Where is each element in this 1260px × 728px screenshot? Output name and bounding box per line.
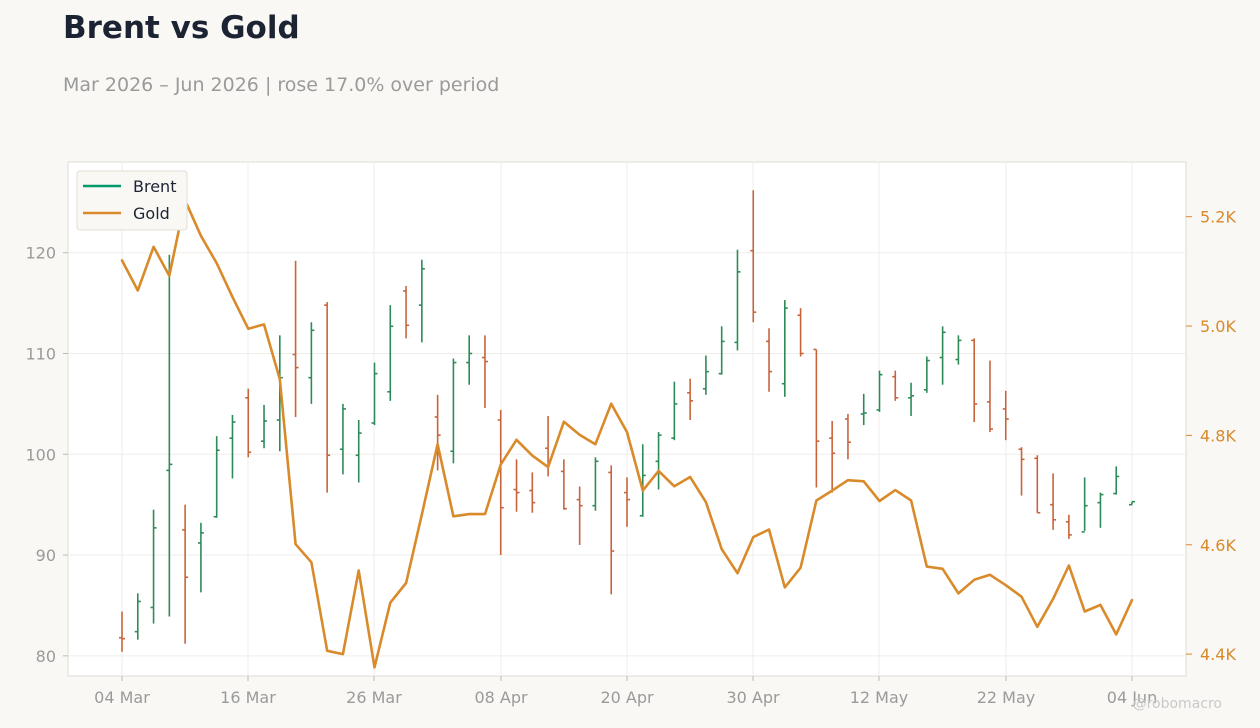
gold-line — [120, 199, 1134, 669]
brent-ohlc-bar — [213, 436, 220, 518]
brent-ohlc-bar — [119, 611, 125, 652]
brent-ohlc-bar — [608, 465, 615, 595]
x-tick-label: 16 Mar — [220, 688, 276, 707]
brent-ohlc-bar — [1050, 473, 1057, 530]
left-tick-label: 110 — [25, 344, 56, 363]
brent-ohlc-bar — [766, 328, 773, 392]
brent-ohlc-bar — [355, 420, 362, 483]
x-tick-label: 04 Mar — [94, 688, 150, 707]
left-tick-label: 100 — [25, 445, 56, 464]
brent-ohlc-bar — [986, 360, 993, 433]
right-axis-ticks: 4.4K 4.6K 4.8K 5.0K 5.2K — [1186, 208, 1236, 664]
brent-ohlc-bar — [197, 522, 204, 593]
brent-ohlc-bar — [182, 504, 189, 644]
brent-ohlc-bar — [229, 414, 236, 479]
brent-ohlc-bar — [971, 338, 978, 423]
brent-ohlc-bar — [797, 308, 804, 357]
brent-ohlc-bar — [1129, 500, 1135, 506]
left-tick-label: 90 — [36, 546, 56, 565]
brent-ohlc-bar — [1113, 466, 1120, 495]
brent-ohlc-bar — [134, 593, 141, 640]
brent-ohlc-bar — [1034, 455, 1041, 514]
brent-ohlc-bar — [418, 259, 425, 343]
right-tick-label: 5.2K — [1200, 208, 1236, 227]
x-tick-label: 30 Apr — [726, 688, 780, 707]
brent-ohlc-bar — [560, 459, 567, 510]
brent-ohlc-bar — [1018, 447, 1025, 496]
brent-ohlc-bar — [592, 457, 599, 511]
x-tick-label: 22 May — [977, 688, 1036, 707]
brent-ohlc-bar — [434, 394, 441, 471]
x-axis-ticks: 04 Mar 16 Mar 26 Mar 08 Apr 20 Apr 30 Apr 12 M… — [94, 676, 1157, 707]
brent-ohlc-bar — [150, 509, 157, 624]
brent-ohlc-bar — [403, 285, 410, 339]
brent-ohlc-bar — [1002, 390, 1009, 441]
brent-ohlc-bar — [166, 254, 173, 617]
legend: Brent Gold — [76, 170, 188, 231]
brent-ohlc-bar — [908, 382, 915, 416]
brent-ohlc-bar — [923, 356, 930, 393]
left-tick-label: 80 — [36, 647, 56, 666]
brent-ohlc-bar — [513, 459, 520, 512]
right-tick-label: 5.0K — [1200, 317, 1236, 336]
brent-ohlc-bar — [813, 348, 820, 488]
brent-ohlc-bar — [844, 413, 851, 460]
x-tick-label: 12 May — [850, 688, 909, 707]
brent-ohlc-bar — [892, 370, 899, 401]
brent-ohlc-bar — [450, 358, 457, 464]
right-tick-label: 4.6K — [1200, 536, 1236, 555]
brent-ohlc-bar — [624, 477, 630, 527]
x-tick-label: 26 Mar — [346, 688, 402, 707]
watermark: @robomacro — [1132, 696, 1222, 712]
brent-ohlc-bar — [339, 403, 346, 475]
brent-ohlc-bar — [955, 335, 962, 365]
brent-ohlc-bars — [119, 190, 1135, 652]
brent-ohlc-bar — [261, 404, 268, 449]
brent-ohlc-bar — [671, 381, 678, 441]
brent-ohlc-bar — [860, 393, 867, 426]
brent-ohlc-bar — [939, 326, 946, 385]
brent-ohlc-bar — [1097, 492, 1104, 528]
brent-ohlc-bar — [734, 249, 741, 351]
gold-series-line — [120, 199, 1134, 669]
x-tick-label: 04 Jun — [1107, 688, 1157, 707]
x-tick-label: 08 Apr — [474, 688, 528, 707]
brent-ohlc-bar — [750, 190, 757, 323]
chart-subtitle: Mar 2026 – Jun 2026 | rose 17.0% over pe… — [63, 74, 500, 96]
brent-ohlc-bar — [371, 362, 378, 426]
brent-ohlc-bar — [576, 486, 583, 545]
right-tick-label: 4.8K — [1200, 426, 1236, 445]
brent-ohlc-bar — [1081, 477, 1088, 533]
chart-title: Brent vs Gold — [63, 10, 300, 46]
right-tick-label: 4.4K — [1200, 645, 1236, 664]
brent-ohlc-bar — [639, 444, 646, 517]
brent-ohlc-bar — [829, 421, 836, 493]
brent-ohlc-bar — [292, 260, 299, 417]
brent-ohlc-bar — [387, 305, 394, 401]
brent-ohlc-bar — [687, 378, 694, 421]
legend-gold-label: Gold — [133, 204, 170, 223]
brent-ohlc-bar — [245, 388, 252, 458]
brent-ohlc-bar — [1065, 514, 1072, 539]
brent-ohlc-bar — [655, 432, 662, 490]
legend-brent-label: Brent — [133, 177, 176, 196]
brent-ohlc-bar — [529, 472, 536, 513]
brent-ohlc-bar — [324, 302, 331, 493]
left-tick-label: 120 — [25, 244, 56, 263]
brent-ohlc-bar — [876, 370, 883, 412]
brent-ohlc-bar — [308, 322, 315, 404]
brent-ohlc-bar — [702, 355, 709, 395]
brent-ohlc-bar — [718, 326, 725, 375]
left-axis-ticks: 80 90 100 110 120 — [25, 244, 68, 666]
brent-ohlc-bar — [481, 335, 488, 408]
brent-ohlc-bar — [497, 409, 504, 556]
x-tick-label: 20 Apr — [600, 688, 654, 707]
brent-ohlc-bar — [466, 335, 473, 385]
brent-ohlc-bar — [781, 300, 788, 397]
